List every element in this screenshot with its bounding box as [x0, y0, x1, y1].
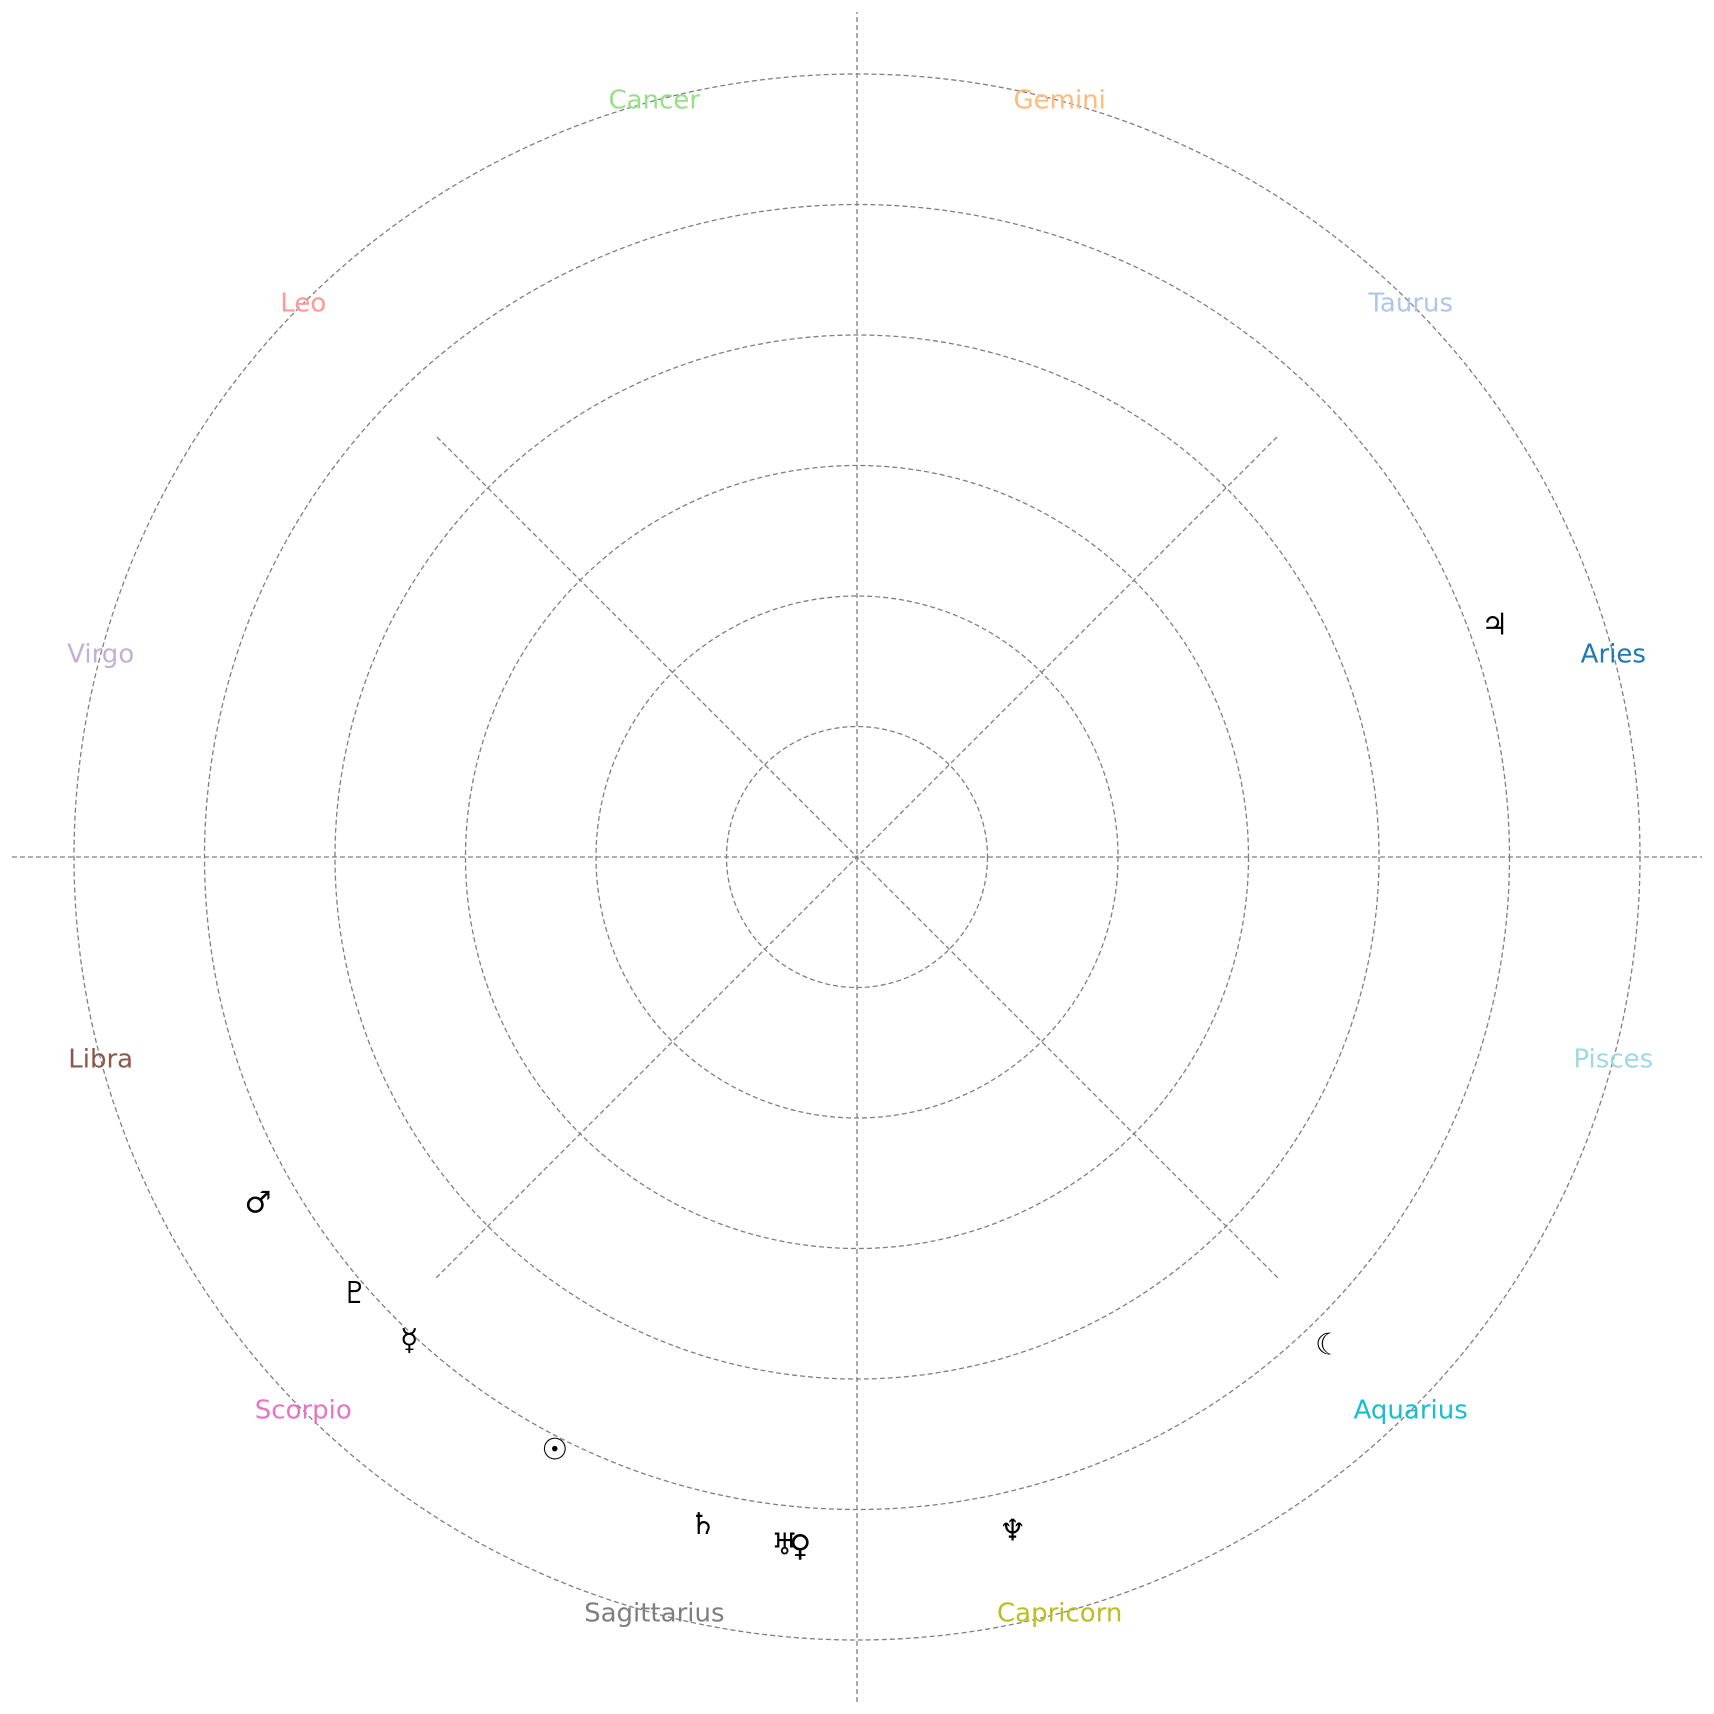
- sign-label-cancer: Cancer: [609, 86, 701, 116]
- axis-line-135deg: [435, 435, 1279, 1279]
- sign-label-scorpio: Scorpio: [255, 1396, 352, 1426]
- sign-label-libra: Libra: [68, 1045, 133, 1075]
- planet-point-8: ♅: [771, 1527, 798, 1562]
- planet-point-5: ☿: [400, 1323, 418, 1358]
- planet-point-1: ♃: [1481, 607, 1508, 642]
- sign-label-aquarius: Aquarius: [1354, 1396, 1468, 1426]
- sign-label-taurus: Taurus: [1367, 288, 1453, 318]
- planet-point-7: ♄: [689, 1507, 716, 1542]
- sign-label-capricorn: Capricorn: [997, 1598, 1122, 1628]
- sign-label-sagittarius: Sagittarius: [584, 1598, 724, 1628]
- planet-point-4: ♀: [789, 1529, 811, 1564]
- planet-point-2: ♂: [245, 1185, 272, 1220]
- planet-point-10: ☾: [1315, 1328, 1342, 1363]
- sign-label-aries: Aries: [1581, 639, 1646, 669]
- planet-point-9: ♆: [999, 1513, 1026, 1548]
- sign-label-gemini: Gemini: [1013, 86, 1105, 116]
- planet-point-6: ☉: [541, 1433, 568, 1468]
- sign-label-virgo: Virgo: [67, 639, 134, 669]
- planet-point-3: ♇: [341, 1276, 368, 1311]
- sign-label-leo: Leo: [280, 288, 326, 318]
- sign-label-pisces: Pisces: [1573, 1045, 1653, 1075]
